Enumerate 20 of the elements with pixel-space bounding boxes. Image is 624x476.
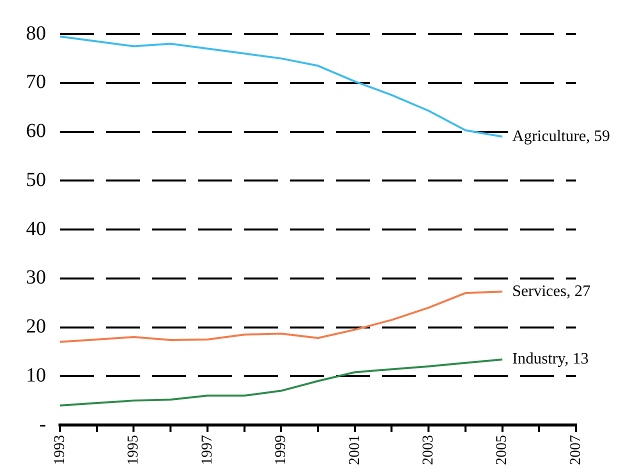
y-tick-label: 70 [26, 71, 46, 94]
y-tick-label: 20 [26, 316, 46, 338]
series-label: Agriculture, 59 [512, 128, 610, 145]
y-tick-label: - [39, 413, 46, 436]
y-tick-label: 50 [26, 168, 46, 191]
y-tick-label: 40 [26, 218, 46, 240]
x-tick-label: 1999 [273, 435, 290, 465]
x-tick-label: 1993 [52, 435, 68, 465]
y-tick-label: 80 [26, 22, 46, 44]
x-tick-label: 2001 [346, 435, 363, 465]
x-tick-label: 2003 [420, 435, 437, 465]
x-tick-label: 1997 [199, 434, 216, 465]
x-tick-label: 2007 [568, 434, 584, 465]
x-tick-label: 1995 [126, 435, 142, 465]
series-label: Services, 27 [512, 282, 590, 300]
x-tick-label: 2005 [494, 435, 510, 465]
y-tick-label: 60 [26, 120, 46, 142]
y-tick-label: 10 [26, 364, 46, 386]
series-label: Industry, 13 [512, 350, 589, 368]
y-tick-label: 30 [26, 266, 46, 289]
